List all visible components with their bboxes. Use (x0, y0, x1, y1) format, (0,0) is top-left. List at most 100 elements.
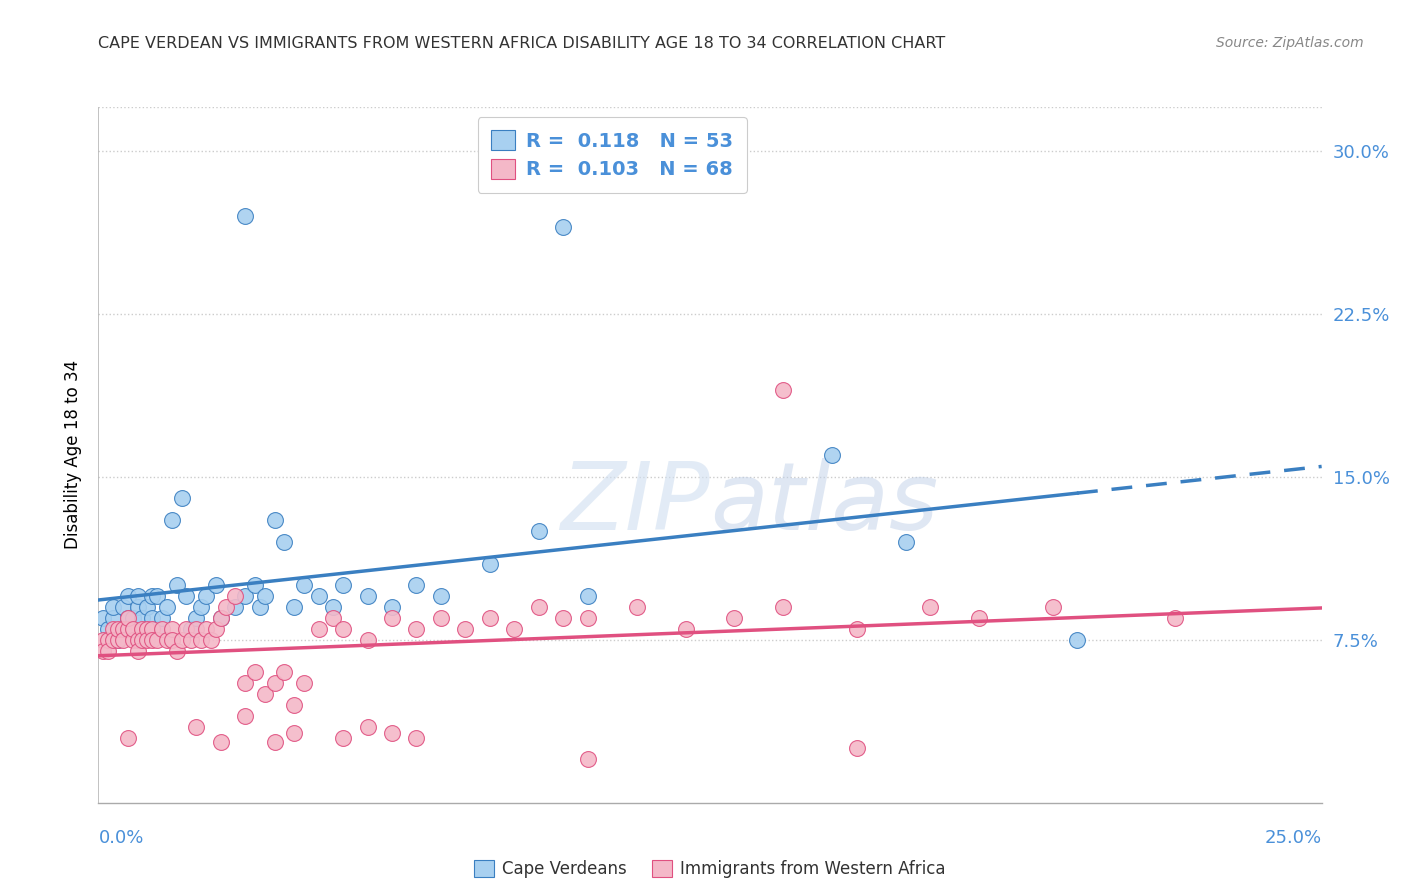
Point (170, 632, 193, 647)
Point (332, 731, 354, 745)
Point (107, 632, 129, 647)
Point (117, 731, 139, 745)
Point (190, 632, 212, 647)
Point (121, 632, 143, 647)
Point (308, 622, 330, 636)
Point (141, 611, 163, 625)
Point (127, 600, 149, 615)
Point (141, 589, 163, 603)
Point (121, 622, 143, 636)
Point (97, 622, 120, 636)
Point (136, 622, 159, 636)
Point (967, 611, 990, 625)
Legend: Cape Verdeans, Immigrants from Western Africa: Cape Verdeans, Immigrants from Western A… (467, 854, 953, 885)
Point (141, 632, 163, 647)
Point (273, 535, 295, 549)
Point (190, 600, 212, 615)
Point (283, 600, 305, 615)
Point (253, 687, 276, 701)
Point (273, 665, 295, 680)
Point (91, 643, 114, 657)
Point (117, 611, 139, 625)
Text: 25.0%: 25.0% (1264, 830, 1322, 847)
Point (101, 611, 124, 625)
Point (186, 622, 208, 636)
Point (381, 600, 404, 615)
Point (675, 622, 697, 636)
Point (356, 720, 378, 734)
Point (146, 589, 169, 603)
Point (111, 600, 134, 615)
Point (772, 600, 794, 615)
Point (209, 611, 232, 625)
Point (249, 600, 271, 615)
Point (101, 622, 124, 636)
Point (180, 622, 202, 636)
Point (576, 611, 599, 625)
Point (209, 735, 232, 749)
Point (205, 622, 228, 636)
Point (97, 632, 120, 647)
Text: ZIP: ZIP (561, 458, 710, 549)
Point (322, 600, 344, 615)
Point (322, 611, 344, 625)
Point (553, 611, 575, 625)
Point (205, 578, 228, 592)
Point (381, 726, 404, 740)
Point (117, 622, 139, 636)
Point (150, 611, 173, 625)
Point (405, 622, 427, 636)
Point (91, 632, 114, 647)
Point (111, 622, 134, 636)
Point (405, 731, 427, 745)
Point (263, 513, 285, 527)
Point (1042, 600, 1064, 615)
Point (283, 698, 305, 712)
Point (263, 676, 285, 690)
Point (127, 643, 149, 657)
Point (160, 513, 183, 527)
Point (292, 676, 315, 690)
Point (243, 578, 266, 592)
Point (156, 632, 179, 647)
Point (772, 383, 794, 397)
Point (1066, 632, 1088, 647)
Point (356, 632, 378, 647)
Point (136, 632, 159, 647)
Point (131, 622, 153, 636)
Point (160, 622, 183, 636)
Point (150, 622, 173, 636)
Point (454, 622, 477, 636)
Point (107, 622, 129, 636)
Point (576, 589, 599, 603)
Point (195, 622, 218, 636)
Point (845, 741, 868, 756)
Point (101, 632, 124, 647)
Point (894, 535, 917, 549)
Point (117, 589, 139, 603)
Point (283, 726, 305, 740)
Point (430, 611, 453, 625)
Point (626, 600, 648, 615)
Text: Source: ZipAtlas.com: Source: ZipAtlas.com (1216, 36, 1364, 50)
Point (146, 622, 169, 636)
Point (308, 589, 330, 603)
Point (527, 524, 550, 538)
Point (356, 589, 378, 603)
Point (243, 665, 266, 680)
Point (430, 589, 453, 603)
Point (224, 600, 246, 615)
Point (170, 491, 193, 506)
Point (723, 611, 745, 625)
Y-axis label: Disability Age 18 to 34: Disability Age 18 to 34 (63, 360, 82, 549)
Point (263, 735, 285, 749)
Point (136, 600, 159, 615)
Point (111, 632, 134, 647)
Point (405, 578, 427, 592)
Point (117, 611, 139, 625)
Point (156, 600, 179, 615)
Point (176, 622, 198, 636)
Point (478, 611, 501, 625)
Point (200, 632, 222, 647)
Point (160, 632, 183, 647)
